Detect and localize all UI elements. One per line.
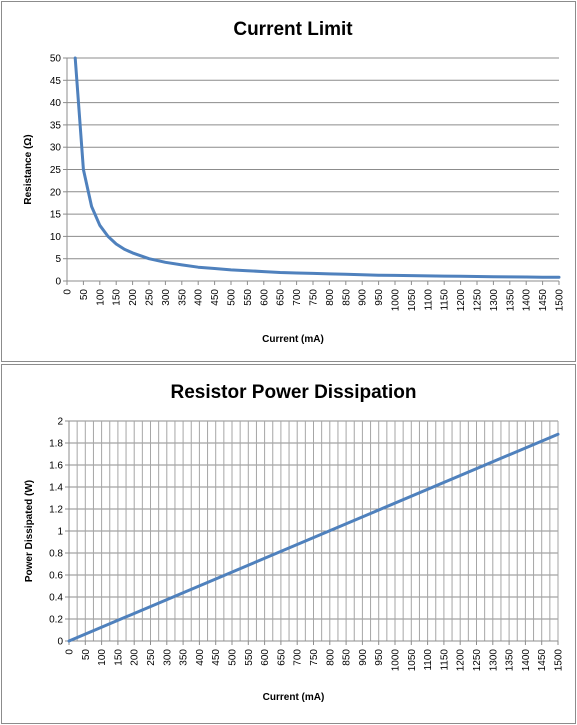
- x-tick-label: 500: [228, 649, 239, 666]
- x-tick-label: 950: [374, 649, 385, 666]
- x-tick-label: 0: [65, 649, 76, 655]
- series-line: [73, 56, 561, 279]
- y-tick-label: 0.2: [49, 615, 63, 626]
- x-tick-label: 200: [128, 289, 139, 306]
- x-tick-label: 650: [276, 289, 287, 306]
- x-tick-label: 950: [374, 289, 385, 306]
- x-tick-label: 550: [243, 289, 254, 306]
- power-dissipation-chart-panel: Resistor Power Dissipation 0 0.2 0.4 0.6 0.8 1…: [1, 364, 576, 724]
- y-tick-label: 10: [50, 232, 62, 243]
- x-tick-label: 250: [146, 649, 157, 666]
- x-tick-label: 50: [79, 289, 90, 301]
- y-tick-label: 45: [50, 76, 62, 87]
- y-tick-label: 1: [57, 527, 63, 538]
- x-tick-label: 800: [325, 649, 336, 666]
- x-tick-label: 700: [292, 289, 303, 306]
- y-tick-label: 2: [57, 417, 63, 428]
- x-tick-label: 1500: [554, 649, 565, 672]
- y-tick-label: 40: [50, 98, 62, 109]
- x-axis-label: Current (mA): [262, 334, 324, 345]
- x-tick-label: 1400: [522, 289, 533, 312]
- y-tick-label: 5: [55, 254, 61, 265]
- x-tick-label: 1350: [505, 289, 516, 312]
- x-tick-label: 1200: [456, 649, 467, 672]
- x-tick-label: 1250: [473, 289, 484, 312]
- x-tick-label: 1500: [555, 289, 566, 312]
- x-tick-label: 1150: [439, 649, 450, 671]
- chart-title: Resistor Power Dissipation: [170, 382, 416, 403]
- y-tick-label: 50: [50, 54, 62, 65]
- x-tick-label: 1300: [488, 649, 499, 672]
- x-tick-label: 750: [309, 289, 320, 306]
- x-tick-label: 700: [293, 649, 304, 666]
- current-limit-chart-panel: Current Limit 0 5 10 15 20 25 30 35 40 45 50 0 50 100 1…: [1, 1, 576, 362]
- x-tick-label: 900: [358, 649, 369, 666]
- y-tick-label: 0.4: [49, 593, 63, 604]
- x-tick-label: 1250: [472, 649, 483, 672]
- x-tick-label: 500: [227, 289, 238, 306]
- x-tick-label: 450: [211, 649, 222, 666]
- y-tick-label: 0.8: [49, 549, 63, 560]
- y-tick-label: 0: [57, 637, 63, 648]
- y-tick-label: 1.6: [49, 461, 63, 472]
- x-tick-label: 1000: [391, 289, 402, 312]
- x-tick-label: 1400: [521, 649, 532, 672]
- x-tick-label: 350: [179, 649, 190, 666]
- x-tick-label: 1050: [407, 289, 418, 312]
- x-tick-label: 50: [81, 649, 92, 661]
- x-tick-label: 150: [113, 649, 124, 666]
- y-tick-label: 25: [50, 165, 62, 176]
- x-tick-label: 1350: [505, 649, 516, 672]
- x-tick-label: 1000: [391, 649, 402, 672]
- x-tick-label: 600: [259, 289, 270, 306]
- x-tick-label: 1450: [538, 289, 549, 312]
- y-tick-label: 35: [50, 120, 62, 131]
- x-tick-label: 450: [210, 289, 221, 306]
- x-tick-label: 850: [342, 649, 353, 666]
- x-tick-label: 400: [194, 289, 205, 306]
- series-line: [67, 432, 560, 643]
- x-axis-label: Current (mA): [263, 692, 325, 703]
- x-tick-label: 200: [130, 649, 141, 666]
- y-tick-label: 1.8: [49, 439, 63, 450]
- x-tick-label: 800: [325, 289, 336, 306]
- y-axis-label: Resistance (Ω): [23, 134, 34, 204]
- x-tick-label: 0: [63, 289, 74, 295]
- y-tick-label: 15: [50, 210, 62, 221]
- x-tick-label: 350: [177, 289, 188, 306]
- x-tick-label: 1450: [537, 649, 548, 672]
- x-tick-label: 100: [97, 649, 108, 666]
- x-tick-label: 1300: [489, 289, 500, 312]
- y-tick-label: 0.6: [49, 571, 63, 582]
- y-tick-label: 0: [55, 277, 61, 288]
- y-tick-label: 30: [50, 143, 62, 154]
- x-tick-label: 1050: [407, 649, 418, 672]
- x-tick-label: 850: [341, 289, 352, 306]
- x-tick-label: 150: [112, 289, 123, 306]
- x-tick-label: 100: [95, 289, 106, 306]
- x-tick-label: 650: [276, 649, 287, 666]
- x-tick-label: 1100: [423, 289, 434, 311]
- x-tick-label: 300: [161, 289, 172, 306]
- x-tick-label: 550: [244, 649, 255, 666]
- y-axis-label: Power Dissipated (W): [24, 480, 35, 582]
- x-tick-label: 300: [162, 649, 173, 666]
- x-tick-label: 600: [260, 649, 271, 666]
- power-dissipation-chart: Resistor Power Dissipation 0 0.2 0.4 0.6 0.8 1…: [24, 382, 565, 703]
- x-tick-label: 1100: [423, 649, 434, 671]
- x-tick-label: 1200: [456, 289, 467, 312]
- x-tick-label: 900: [358, 289, 369, 306]
- y-tick-label: 1.4: [49, 483, 63, 494]
- x-tick-label: 1150: [440, 289, 451, 311]
- x-tick-label: 750: [309, 649, 320, 666]
- y-tick-label: 1.2: [49, 505, 63, 516]
- x-tick-label: 400: [195, 649, 206, 666]
- x-tick-label: 250: [145, 289, 156, 306]
- y-tick-label: 20: [50, 187, 62, 198]
- chart-title: Current Limit: [233, 19, 353, 40]
